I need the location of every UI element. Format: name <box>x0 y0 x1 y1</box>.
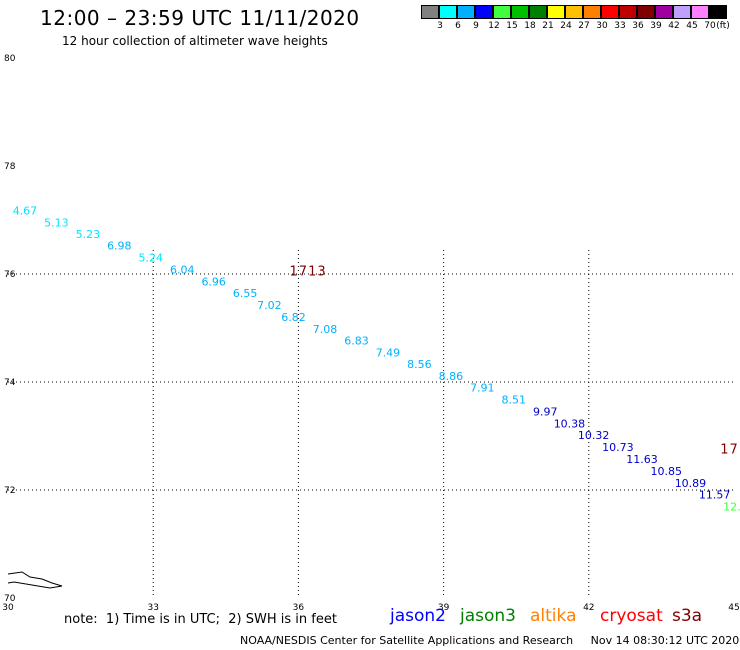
color-scale-label: 6 <box>455 21 461 31</box>
pass-time-label: 1713 <box>290 265 327 280</box>
x-tick-label: 39 <box>438 603 450 613</box>
x-tick-label: 36 <box>293 603 305 613</box>
color-swatch <box>637 5 655 19</box>
chart-subtitle: 12 hour collection of altimeter wave hei… <box>62 34 328 48</box>
color-scale-label: 21 <box>542 21 554 31</box>
wave-height-label: 6.55 <box>233 287 258 300</box>
wave-height-label: 7.02 <box>257 299 282 312</box>
wave-height-label: 5.13 <box>44 216 69 229</box>
color-swatch <box>619 5 637 19</box>
legend-item-jason3: jason3 <box>460 606 516 626</box>
color-scale-label: 45 <box>686 21 698 31</box>
x-tick-label: 33 <box>147 603 158 613</box>
wave-height-label: 7.91 <box>470 382 495 395</box>
wave-height-label: 6.82 <box>281 311 306 324</box>
color-swatch <box>439 5 457 19</box>
color-swatch <box>655 5 673 19</box>
y-tick-label: 80 <box>4 54 16 64</box>
wave-height-label: 12.14 <box>723 501 740 514</box>
wave-height-label: 8.56 <box>407 358 432 371</box>
color-swatch <box>673 5 691 19</box>
color-swatch <box>601 5 619 19</box>
color-swatch <box>583 5 601 19</box>
wave-height-label: 4.67 <box>13 205 38 218</box>
color-scale-label: 39 <box>650 21 662 31</box>
wave-height-label: 5.23 <box>76 228 101 241</box>
color-scale-label: 42 <box>668 21 680 31</box>
y-tick-label: 72 <box>4 486 15 496</box>
x-tick-label: 42 <box>583 603 594 613</box>
chart-title: 12:00 – 23:59 UTC 11/11/2020 <box>40 6 360 30</box>
wave-height-label: 6.83 <box>344 335 369 348</box>
coastline-outline <box>7 571 63 589</box>
wave-height-label: 6.04 <box>170 263 195 276</box>
wave-height-label: 10.38 <box>554 417 586 430</box>
color-swatch <box>691 5 709 19</box>
y-tick-label: 78 <box>4 162 16 172</box>
color-scale-label: 27 <box>578 21 590 31</box>
y-tick-label: 76 <box>4 270 16 280</box>
color-scale-label: 30 <box>596 21 608 31</box>
color-scale-label: 18 <box>524 21 536 31</box>
note-text: note: 1) Time is in UTC; 2) SWH is in fe… <box>64 612 337 627</box>
color-swatch <box>547 5 565 19</box>
wave-height-label: 10.32 <box>578 429 610 442</box>
wave-height-label: 6.96 <box>201 275 226 288</box>
color-scale-label: 3 <box>437 21 443 31</box>
legend-item-altika: altika <box>530 606 577 626</box>
color-swatch <box>421 5 439 19</box>
footer-credit: NOAA/NESDIS Center for Satellite Applica… <box>240 634 740 647</box>
color-swatch <box>457 5 475 19</box>
x-tick-label: 45 <box>728 603 739 613</box>
color-swatch <box>475 5 493 19</box>
wave-height-label: 6.98 <box>107 240 132 253</box>
x-tick-label: 30 <box>2 603 14 613</box>
wave-height-label: 5.24 <box>139 252 164 265</box>
color-scale-label: 70 <box>704 21 716 31</box>
color-swatch <box>493 5 511 19</box>
y-tick-label: 70 <box>4 594 16 604</box>
color-swatch <box>529 5 547 19</box>
pass-time-label: 1712 <box>720 442 740 457</box>
color-swatch <box>709 5 727 19</box>
color-scale-label: 24 <box>560 21 572 31</box>
color-scale-label: 9 <box>473 21 479 31</box>
y-tick-label: 74 <box>4 378 16 388</box>
wave-height-label: 11.63 <box>626 453 658 466</box>
wave-height-label: 11.57 <box>699 489 731 502</box>
color-swatch <box>511 5 529 19</box>
wave-height-label: 9.97 <box>533 405 558 418</box>
color-scale-label: 33 <box>614 21 626 31</box>
legend-item-s3a: s3a <box>672 606 703 626</box>
wave-height-label: 7.08 <box>313 323 338 336</box>
wave-height-label: 10.89 <box>675 477 707 490</box>
wave-height-label: 7.49 <box>376 347 401 360</box>
wave-height-label: 8.86 <box>439 370 464 383</box>
wave-height-label: 10.85 <box>650 465 682 478</box>
color-scale-label: 15 <box>506 21 518 31</box>
color-scale-label: 12 <box>488 21 500 31</box>
color-scale-label: 36 <box>632 21 644 31</box>
legend-item-cryosat: cryosat <box>600 606 663 626</box>
wave-height-label: 8.51 <box>502 394 527 407</box>
legend-item-jason2: jason2 <box>390 606 446 626</box>
color-swatch <box>565 5 583 19</box>
wave-height-label: 10.73 <box>602 441 634 454</box>
color-scale-unit: (ft) <box>716 21 730 31</box>
